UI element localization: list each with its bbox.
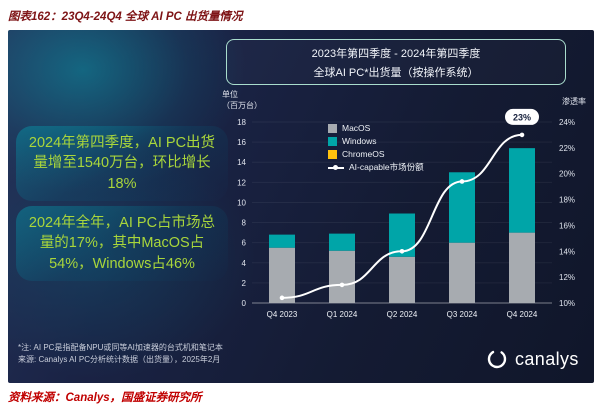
data-source-caption: 资料来源：Canalys，国盛证券研究所 (8, 392, 202, 404)
footnote-definition: *注: AI PC是指配备NPU或同等AI加速器的台式机和笔记本 (18, 343, 223, 352)
figure-title: 图表162：23Q4-24Q4 全球 AI PC 出货量情况 (8, 11, 243, 23)
windows-swatch-icon (328, 137, 337, 146)
bar-segment-Windows (509, 148, 535, 233)
right-axis-label: 渗透率 (562, 97, 586, 106)
legend-item-windows: Windows (328, 137, 424, 146)
left-axis-tick: 12 (237, 178, 246, 187)
left-axis-tick: 2 (242, 279, 247, 288)
left-axis-tick: 0 (242, 299, 247, 308)
right-axis-tick: 12% (559, 273, 575, 282)
legend-label-chromeos: ChromeOS (342, 149, 385, 159)
left-axis-tick: 18 (237, 118, 246, 127)
x-axis-label: Q2 2024 (387, 310, 418, 319)
footnote-source: 来源: Canalys AI PC分析统计数据（出货量），2025年2月 (18, 355, 221, 365)
legend-label-macos: MacOS (342, 123, 371, 133)
chromeos-swatch-icon (328, 150, 337, 159)
left-axis-tick: 6 (242, 239, 247, 248)
left-axis-unit-line2: （百万台） (222, 100, 262, 110)
legend-label-ai-capable-share: AI-capable市场份额 (349, 162, 424, 172)
x-axis-label: Q4 2024 (507, 310, 538, 319)
footnotes: *注: AI PC是指配备NPU或同等AI加速器的台式机和笔记本 来源: Can… (18, 342, 223, 367)
bar-segment-Windows (269, 234, 295, 248)
x-axis-label: Q1 2024 (327, 310, 358, 319)
callout-q4-shipments: 2024年第四季度，AI PC出货量增至1540万台，环比增长18% (16, 126, 228, 201)
line-point (459, 179, 465, 184)
legend-item-chromeos: ChromeOS (328, 150, 424, 159)
line-point (399, 248, 405, 254)
chart-panel: 2023年第四季度 - 2024年第四季度 全球AI PC*出货量（按操作系统）… (8, 30, 594, 383)
bar-segment-MacOS (509, 232, 535, 303)
right-axis-tick: 18% (559, 196, 575, 205)
annotation-bubble (505, 108, 539, 125)
left-axis-tick: 14 (237, 158, 246, 167)
left-axis-unit-line1: 单位 (222, 90, 238, 99)
line-marker-icon (328, 164, 344, 170)
chart-title-box: 2023年第四季度 - 2024年第四季度 全球AI PC*出货量（按操作系统） (226, 39, 566, 85)
right-axis-tick: 24% (559, 118, 575, 127)
bar-segment-MacOS (269, 247, 295, 303)
left-axis-tick: 4 (242, 259, 247, 268)
right-axis-tick: 20% (559, 170, 575, 179)
x-axis-label: Q3 2024 (447, 310, 478, 319)
chart-legend: MacOS Windows ChromeOS AI-capable市场份额 (328, 124, 424, 172)
canalys-logo: canalys (486, 348, 579, 370)
bar-segment-Windows (329, 233, 355, 251)
annotation-text: 23% (513, 112, 531, 122)
right-axis-tick: 16% (559, 221, 575, 230)
left-axis-unit-label: 单位 （百万台） (222, 90, 262, 112)
legend-label-windows: Windows (342, 136, 377, 146)
x-axis-label: Q4 2023 (267, 310, 298, 319)
macos-swatch-icon (328, 124, 337, 133)
chart-title-line1: 2023年第四季度 - 2024年第四季度 (311, 47, 481, 60)
legend-item-macos: MacOS (328, 124, 424, 133)
stacked-bar-line-chart: 0 2 4 6 8 10 12 14 16 18 10% 12% 14% 16% 18% 20% 22% 24% Q… (237, 108, 575, 319)
right-axis-tick: 10% (559, 299, 575, 308)
chart-title-line2: 全球AI PC*出货量（按操作系统） (313, 66, 479, 79)
line-point (339, 282, 345, 288)
canalys-logo-icon (487, 349, 507, 369)
legend-item-ai-capable-share: AI-capable市场份额 (328, 163, 424, 172)
line-point (519, 132, 525, 138)
line-point (279, 295, 285, 301)
right-axis-tick: 22% (559, 144, 575, 153)
bar-segment-MacOS (389, 256, 415, 303)
left-axis-tick: 8 (242, 219, 247, 228)
bar-segment-MacOS (449, 242, 475, 303)
right-axis-tick: 14% (559, 247, 575, 256)
left-axis-tick: 16 (237, 138, 246, 147)
callout-fullyear-share: 2024年全年，AI PC占市场总量的17%，其中MacOS占54%，Windo… (16, 206, 228, 281)
bar-segment-MacOS (329, 250, 355, 303)
left-axis-tick: 10 (237, 198, 246, 207)
penetration-trend-line (281, 133, 523, 299)
canalys-logo-text: canalys (515, 348, 579, 369)
